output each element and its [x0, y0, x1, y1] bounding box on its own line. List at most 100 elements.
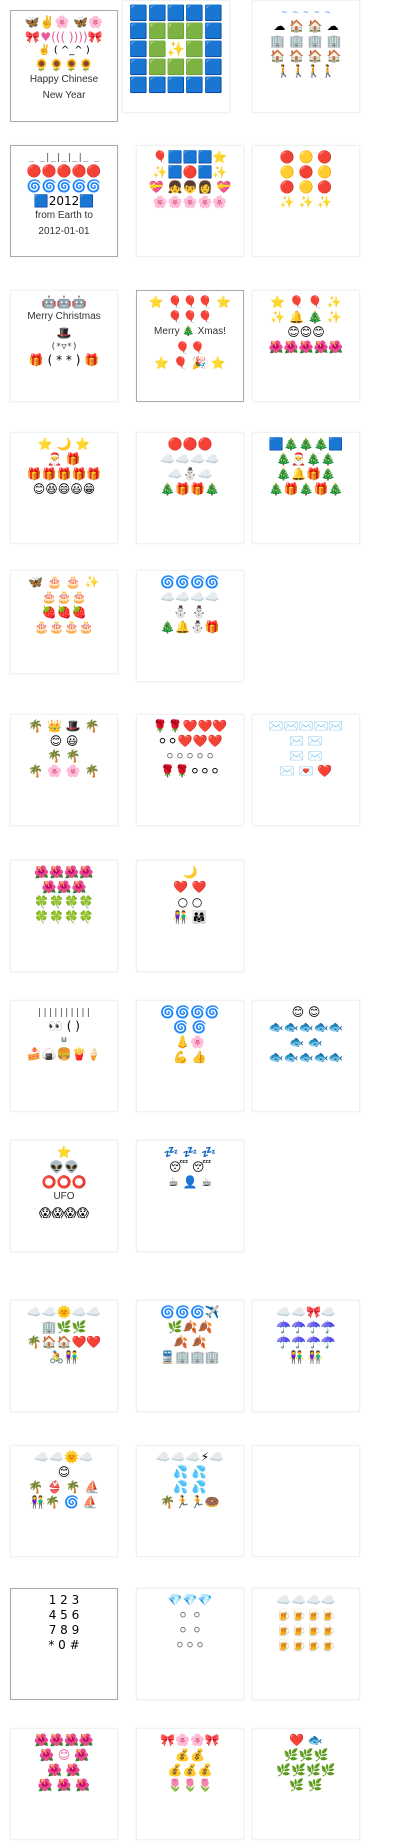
emoji-row: ○ ○ [177, 895, 203, 909]
emoji-row: 🐟 🐟 [289, 1035, 323, 1049]
emoji-row: 🌹🌹❤️❤️❤️ [152, 719, 228, 733]
emoji-card-cakes: 🦋 🎂 🎂 ✨ 🎂🎂🎂 🍓🍓🍓 🎂🎂🎂🎂 [10, 570, 118, 674]
emoji-card-beach: ☁️☁️🌞☁️ 😊 🌴 👙 🌴 ⛵ 👫🌴 🌀 ⛵ [10, 1445, 118, 1557]
emoji-row: 🍺🍺🍺🍺 [276, 1608, 336, 1622]
emoji-row: 🎈🎈 [175, 340, 205, 355]
emoji-row: 🟦🟦🟦🟦🟦 [129, 4, 223, 22]
emoji-card-blank [252, 1445, 360, 1557]
emoji-row: 🎂🎂🎂 [41, 590, 87, 604]
emoji-row: ☕ 👤 ☕ [167, 1175, 213, 1189]
emoji-row: ☁️☁️☁️☁️ [160, 452, 220, 466]
emoji-row: 🍰🍙🍔🍟🍦 [26, 1046, 102, 1061]
emoji-row: (*▽*) [50, 341, 78, 352]
emoji-row: 🎁 ( * * ) 🎁 [28, 352, 100, 367]
emoji-row: 🌴 🌸 🌸 🌴 [28, 764, 100, 778]
emoji-row: 🌺 😊 🌺 [38, 1748, 90, 1762]
emoji-card-roses-hearts: 🌹🌹❤️❤️❤️ ⚪⚪❤️❤️❤️ ⚪⚪⚪⚪⚪ 🌹🌹⚪⚪⚪ [136, 714, 244, 826]
emoji-row: 🌻🌻🌻🌻 [34, 58, 94, 72]
emoji-row: 🎄🎁🎁🎄 [160, 482, 220, 496]
emoji-row: ☁️☁️🎀☁️ [276, 1305, 336, 1319]
emoji-card-happy-chinese-new-year: 🦋✌️🌸 🦋🌸 🎀♥((( ))))🎀 ✌️ ( ^_^ ) 🌻🌻🌻🌻 Happ… [10, 10, 118, 122]
emoji-row: 🌺🌺🌺🌺 [34, 1733, 94, 1747]
emoji-row: 🌿🌿🌿 [283, 1748, 329, 1762]
emoji-row: ⭕⭕⭕ [41, 1175, 87, 1189]
emoji-row: 😊😆😄😃😁 [32, 482, 96, 496]
emoji-row: 💝 👧👦👩 💝 [148, 180, 232, 194]
emoji-card-bells: ⭐ 🎈 🎈 ✨ ✨ 🔔 🎄 ✨ 😊😊😊 🌺🌺🌺🌺🌺 [252, 290, 360, 402]
emoji-row: 🟡 🔴 🟡 [279, 165, 333, 179]
emoji-row: ✨ ✨ ✨ [279, 195, 333, 209]
emoji-row: 🌺 🌺 🌺 [37, 1778, 91, 1792]
emoji-card-couple: 🌙 ❤️ ❤️ ○ ○ 👫 👨‍👩‍👧 [136, 860, 244, 972]
emoji-row: ❤️ ❤️ [173, 880, 207, 894]
emoji-row: ⭐ 🎈 🎉 ⭐ [154, 355, 226, 370]
emoji-row: 💰💰💰 [167, 1763, 213, 1777]
emoji-card-earth-to-2012: _ _|_|_|_|_ _ 🔴🔴🔴🔴🔴 🌀🌀🌀🌀🌀 🟦2012🟦 from Ea… [10, 145, 118, 257]
emoji-row: ⭐ 🎈🎈🎈 ⭐ [148, 295, 232, 309]
emoji-row: ✉️ ✉️ [289, 749, 323, 763]
emoji-row: 🟦🟩🟩🟩🟦 [129, 58, 223, 76]
emoji-row: 🟦🟩✨🟩🟦 [129, 40, 223, 58]
emoji-row: 🌀🌀🌀🌀🌀 [26, 179, 102, 194]
emoji-row: ⚪⚪❤️❤️❤️ [157, 734, 223, 748]
emoji-row: 🌀 🌀 [173, 1020, 207, 1034]
emoji-card-family: 🎈🟦🟦🟦⭐ ✨🟦🔴🟦✨ 💝 👧👦👩 💝 🌸🌸🌸🌸🌸 [136, 145, 244, 257]
emoji-card-beer: ☁️☁️☁️☁️ 🍺🍺🍺🍺 🍺🍺🍺🍺 🍺🍺🍺🍺 [252, 1588, 360, 1700]
emoji-row: 💰💰 [175, 1748, 205, 1762]
emoji-row: 🏠 🏠 🏠 🏠 [270, 49, 342, 64]
emoji-card-city: ~ ~ ~ ~ ~ ☁ 🏠 🏠 ☁ 🏢 🏢 🏢 🏢 🏠 🏠 🏠 🏠 🚶🚶🚶🚶 [252, 0, 360, 113]
emoji-row: 🍂 🍂 [173, 1335, 207, 1349]
emoji-row: 🍀🍀🍀🍀 [34, 910, 94, 924]
emoji-row: 🟦2012🟦 [33, 194, 95, 209]
emoji-row: 🎈🎈🎈 [167, 310, 213, 324]
emoji-row: 🟦🟩🟩🟩🟦 [129, 22, 223, 40]
emoji-row: ⭐ [56, 1145, 72, 1159]
emoji-row: 🌿🌿🌿🌿 [276, 1763, 336, 1777]
emoji-row: 🎀🌸🌸🎀 [160, 1733, 220, 1747]
emoji-row: ⚪ ⚪ [178, 1623, 202, 1637]
emoji-row: 🤖🤖🤖 [41, 295, 87, 309]
emoji-row: 1 2 3 [48, 1593, 80, 1607]
emoji-card-merry-xmas: ⭐ 🎈🎈🎈 ⭐ 🎈🎈🎈 Merry 🎄 Xmas! 🎈🎈 ⭐ 🎈 🎉 ⭐ [136, 290, 244, 402]
emoji-row: 🔴🔴🔴 [167, 437, 213, 451]
emoji-row: 💎💎💎 [167, 1593, 213, 1607]
card-text: Merry 🎄 Xmas! [154, 326, 226, 337]
emoji-row: 🍀🍀🍀🍀 [34, 895, 94, 909]
emoji-row: 🏢 🏢 🏢 🏢 [270, 34, 342, 49]
emoji-row: 7 8 9 [48, 1623, 80, 1637]
emoji-row: 🦋 🎂 🎂 ✨ [28, 575, 100, 589]
emoji-row: 🐟🐟🐟🐟🐟 [268, 1020, 344, 1034]
emoji-card-town-day: ☁️☁️🌞☁️☁️ 🏢🌿🌿 🌴🏠🏠❤️❤️ 🚴👫 [10, 1300, 118, 1412]
emoji-row: 🌺🌺🌺🌺 [34, 865, 94, 879]
card-text: New Year [42, 89, 86, 101]
emoji-row: ☂️☂️☂️☂️ [276, 1320, 336, 1334]
emoji-row: 🟦🟦🟦🟦🟦 [129, 76, 223, 94]
emoji-row: 🍓🍓🍓 [41, 605, 87, 619]
emoji-row: 👫🌴 🌀 ⛵ [30, 1495, 98, 1509]
emoji-card-letters: ✉️✉️✉️✉️✉️ ✉️ ✉️ ✉️ ✉️ ✉️ 💌 ❤️ [252, 714, 360, 826]
emoji-row: 😴 😴 [168, 1160, 212, 1174]
emoji-row: 🌴 👑 🎩 🌴 [28, 719, 100, 733]
emoji-row: 4 5 6 [48, 1608, 80, 1622]
emoji-row: 🎁🎁🎁🎁🎁 [26, 467, 102, 481]
card-text: from Earth to [35, 210, 93, 222]
emoji-row: 🎈🟦🟦🟦⭐ [152, 150, 228, 164]
emoji-row: 🚆🏢🏢🏢 [160, 1350, 220, 1364]
card-text: Merry Christmas [27, 311, 101, 322]
emoji-row: ☁️☁️☁️☁️ [276, 1593, 336, 1607]
emoji-row: 😊 [57, 1465, 71, 1479]
emoji-row: 🔴 🟡 🔴 [279, 150, 333, 164]
card-text: 2012-01-01 [38, 225, 90, 237]
emoji-row: ☁️☁️🌞☁️☁️ [26, 1305, 102, 1319]
emoji-row: 🌴🏠🏠❤️❤️ [26, 1335, 102, 1349]
emoji-row: 🎅 🎁 [47, 452, 81, 466]
emoji-row: 🎩 [56, 325, 72, 340]
emoji-row: 🔴 🟡 🔴 [279, 180, 333, 194]
emoji-card-sleeping: 💤 💤 💤 😴 😴 ☕ 👤 ☕ [136, 1140, 244, 1252]
emoji-row: 👀 ( ) [48, 1019, 80, 1034]
emoji-row: 🔴🔴🔴🔴🔴 [26, 164, 102, 179]
emoji-row: 🌹🌹⚪⚪⚪ [159, 764, 221, 778]
emoji-row: 😊😊😊 [287, 325, 325, 339]
emoji-row: ✨ 🔔 🎄 ✨ [270, 310, 342, 324]
emoji-row: 🎄🔔⛄🎁 [160, 620, 220, 634]
